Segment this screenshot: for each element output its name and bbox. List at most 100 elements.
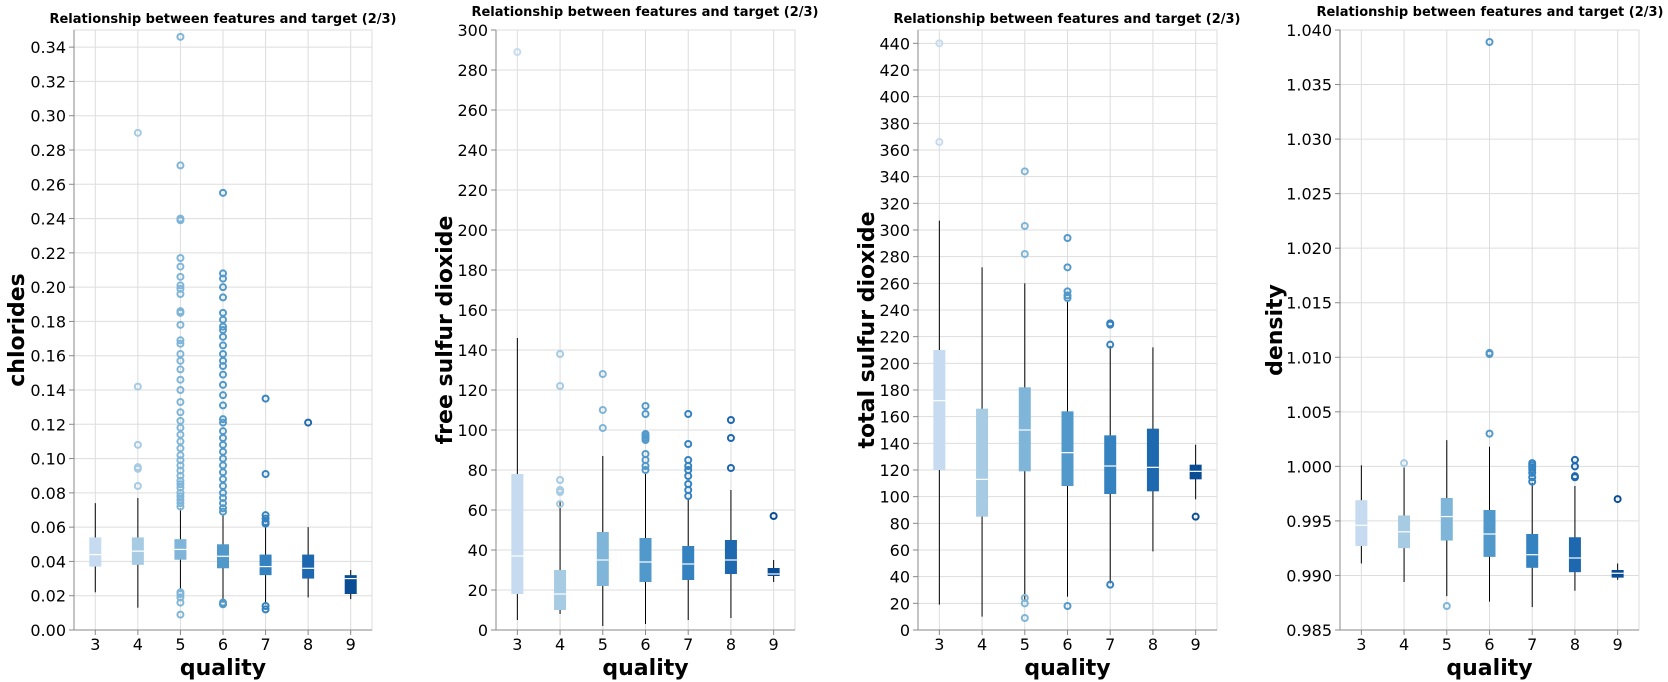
box-iqr <box>302 554 315 579</box>
y-tick-label: 260 <box>879 274 910 293</box>
x-tick-label: 8 <box>1570 635 1580 654</box>
outlier-point <box>556 382 565 390</box>
x-tick-label: 3 <box>1356 635 1366 654</box>
outlier-point <box>1020 222 1029 230</box>
outlier-point <box>598 370 607 378</box>
outlier-point <box>219 418 227 427</box>
box-iqr <box>724 540 737 574</box>
x-axis-label: quality <box>180 656 266 681</box>
y-tick-label: 340 <box>879 168 910 187</box>
y-tick-label: 1.025 <box>1286 185 1332 204</box>
x-axis-label: quality <box>1024 656 1110 681</box>
outlier-point <box>219 427 227 436</box>
x-tick-label: 9 <box>1613 635 1623 654</box>
box-iqr <box>639 538 652 582</box>
outlier-point <box>219 293 227 302</box>
outlier-point <box>935 39 944 48</box>
outlier-point <box>219 401 227 410</box>
outlier-point <box>1528 459 1537 468</box>
outlier-point <box>1020 614 1029 622</box>
outlier-point <box>219 341 227 350</box>
x-tick-label: 4 <box>1399 635 1409 654</box>
box-quality-7 <box>682 410 695 620</box>
outlier-point <box>133 382 142 391</box>
box-quality-3 <box>1355 465 1368 564</box>
y-tick-label: 380 <box>879 114 910 133</box>
outlier-point <box>684 410 693 418</box>
outlier-point <box>219 370 227 379</box>
outlier-point <box>176 284 185 293</box>
box-quality-6 <box>217 188 229 609</box>
outlier-point <box>176 350 185 358</box>
outlier-point <box>1613 495 1622 504</box>
box-iqr <box>596 532 609 586</box>
outlier-point <box>176 398 185 406</box>
outlier-point <box>219 507 227 516</box>
x-tick-label: 3 <box>90 635 100 654</box>
box-quality-9 <box>344 570 357 600</box>
outlier-point <box>176 416 185 425</box>
y-tick-label: 0.00 <box>30 621 66 640</box>
y-tick-label: 1.015 <box>1286 294 1332 313</box>
outlier-point <box>1106 580 1115 589</box>
outlier-point <box>726 434 735 442</box>
outlier-point <box>219 380 227 389</box>
outlier-point <box>261 602 270 610</box>
x-tick-label: 4 <box>133 635 143 654</box>
box-quality-7 <box>1526 459 1539 608</box>
outlier-point <box>935 138 944 146</box>
y-tick-label: 60 <box>468 501 488 520</box>
box-iqr <box>511 474 524 594</box>
chart-title: Relationship between features and target… <box>1316 5 1663 20</box>
outlier-point <box>176 408 185 417</box>
x-tick-label: 9 <box>346 635 356 654</box>
y-tick-label: 0.995 <box>1286 512 1332 531</box>
y-tick-label: 0.18 <box>30 312 66 331</box>
outlier-point <box>641 430 650 438</box>
box-quality-5 <box>1440 440 1453 610</box>
box-quality-3 <box>89 503 102 593</box>
y-tick-label: 180 <box>457 261 488 280</box>
box-quality-8 <box>724 416 737 618</box>
y-tick-label: 140 <box>457 341 488 360</box>
outlier-point <box>598 406 607 414</box>
box-quality-4 <box>976 267 989 617</box>
outlier-point <box>219 326 227 334</box>
outlier-point <box>219 308 227 317</box>
outlier-point <box>769 512 778 520</box>
y-tick-label: 1.020 <box>1286 239 1332 258</box>
box-iqr <box>344 575 357 594</box>
y-tick-label: 140 <box>879 434 910 453</box>
outlier-point <box>1570 472 1579 481</box>
y-tick-label: 280 <box>457 61 488 80</box>
outlier-point <box>684 480 693 488</box>
outlier-point <box>176 610 185 619</box>
y-axis-label: total sulfur dioxide <box>855 211 880 448</box>
box-iqr <box>682 546 695 580</box>
outlier-point <box>1020 250 1029 258</box>
outlier-point <box>1485 38 1494 46</box>
x-tick-label: 3 <box>512 635 522 654</box>
outlier-point <box>1400 459 1409 468</box>
chart-panel-1: 0.00 0.02 0.04 0.06 0.08 0.10 0.12 0.14 0.16 0.18… <box>5 12 397 681</box>
y-tick-label: 1.000 <box>1286 457 1332 476</box>
y-tick-label: 240 <box>879 301 910 320</box>
x-tick-label: 5 <box>1020 635 1030 654</box>
outlier-point <box>219 391 227 400</box>
y-tick-label: 0 <box>478 621 488 640</box>
y-tick-label: 0.34 <box>30 38 66 57</box>
box-quality-6 <box>1061 234 1074 610</box>
outlier-point <box>556 476 565 484</box>
y-axis-label: chlorides <box>5 273 30 387</box>
y-tick-label: 80 <box>468 461 488 480</box>
y-tick-label: 100 <box>879 488 910 507</box>
box-quality-6 <box>639 402 652 624</box>
y-tick-label: 0.04 <box>30 552 66 571</box>
outlier-point <box>1106 340 1115 349</box>
box-quality-7 <box>1104 319 1117 589</box>
x-tick-label: 4 <box>977 635 987 654</box>
box-iqr <box>1568 537 1581 573</box>
outlier-point <box>556 500 565 508</box>
outlier-point <box>1485 429 1494 438</box>
